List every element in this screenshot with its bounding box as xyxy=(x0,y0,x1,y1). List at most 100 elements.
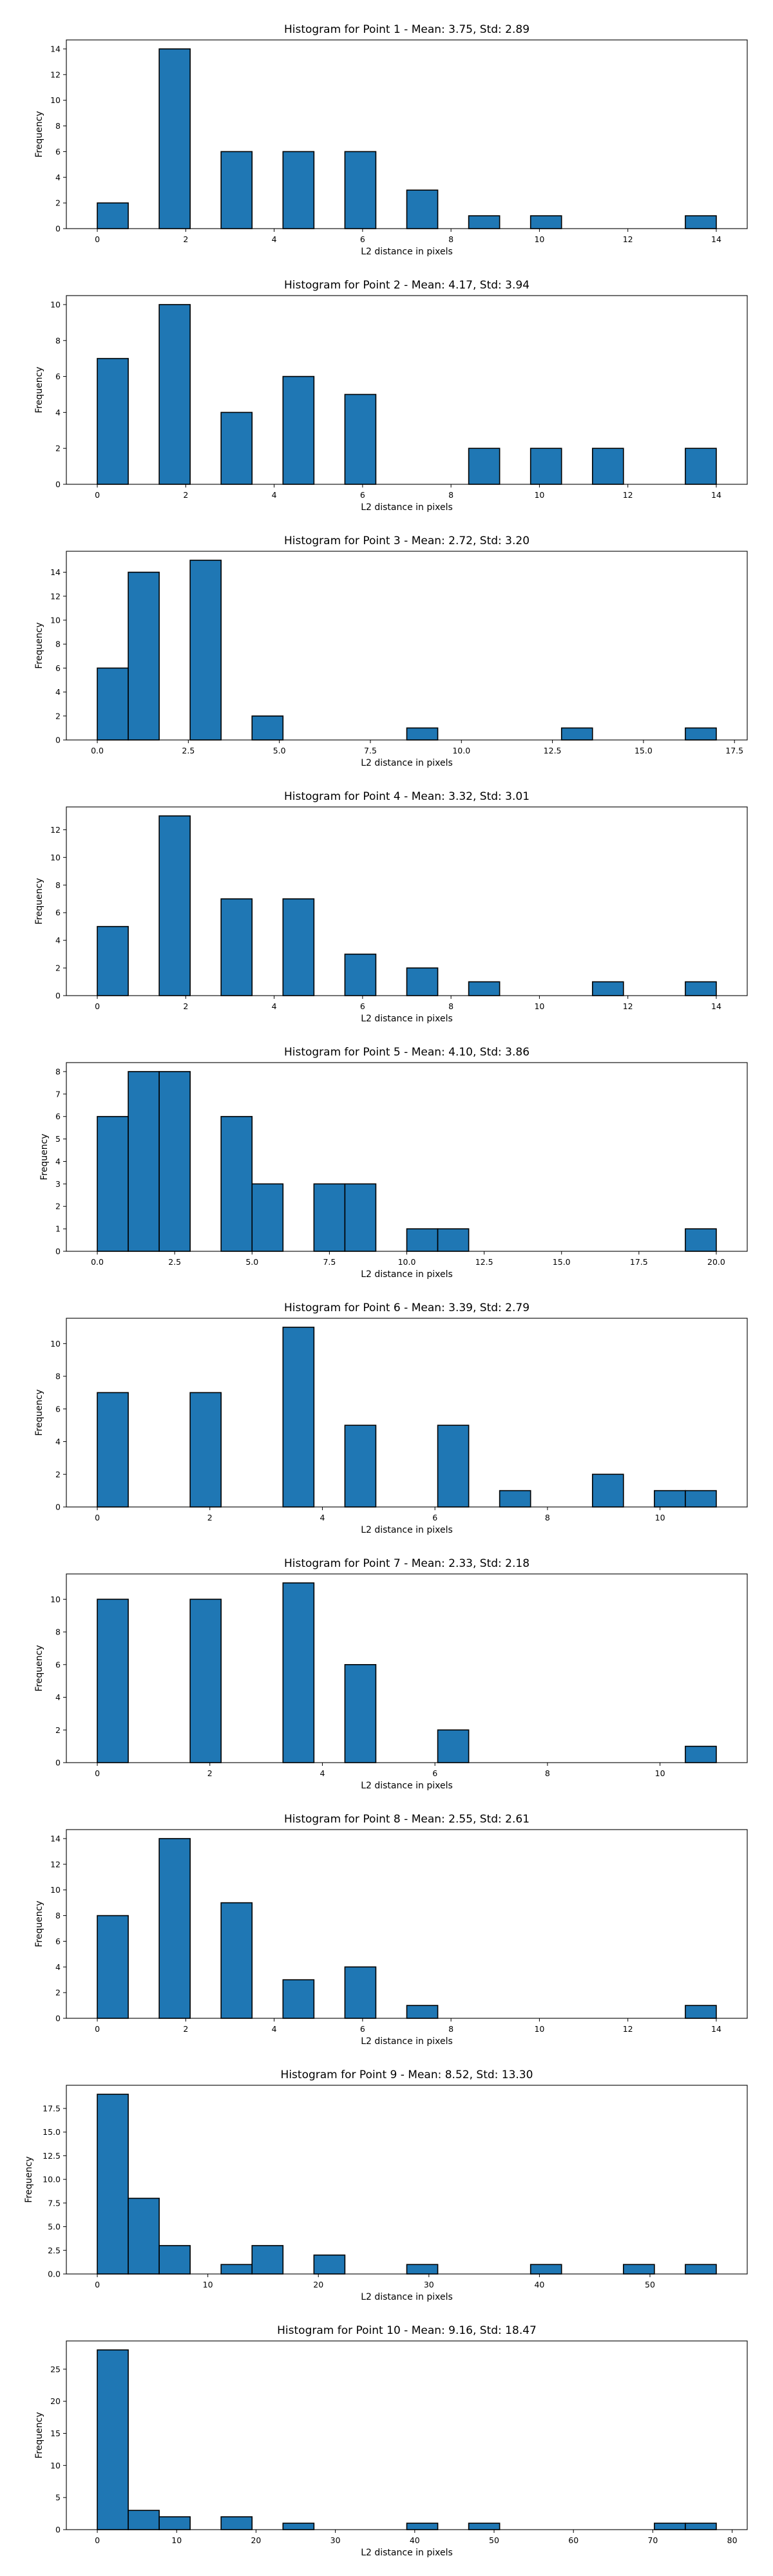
y-tick-label: 2 xyxy=(55,1725,61,1735)
histogram-bar xyxy=(220,2516,253,2530)
x-tick-label: 2 xyxy=(183,490,188,500)
x-tick-label: 10 xyxy=(534,1001,544,1011)
y-tick-label: 2 xyxy=(55,1988,61,1998)
histogram-bar xyxy=(468,2523,501,2530)
y-tick-label: 12 xyxy=(50,70,61,79)
x-tick-label: 12.5 xyxy=(475,1257,493,1267)
x-tick-label: 12 xyxy=(623,1001,633,1011)
x-tick-label: 5.0 xyxy=(245,1257,258,1267)
histogram-bar xyxy=(97,1392,129,1508)
x-tick-label: 12 xyxy=(623,234,633,244)
x-axis-label: L2 distance in pixels xyxy=(361,502,453,513)
y-tick-label: 2 xyxy=(55,198,61,208)
histogram-bar xyxy=(406,1228,439,1252)
y-axis-label: Frequency xyxy=(34,1900,44,1947)
y-tick-label: 14 xyxy=(50,567,61,577)
y-axis-label: Frequency xyxy=(39,1133,50,1180)
histogram-bar xyxy=(220,2264,253,2275)
y-axis-label: Frequency xyxy=(34,366,44,413)
histogram-bar xyxy=(251,1183,284,1252)
x-tick-label: 12 xyxy=(623,2024,633,2034)
histogram-bar xyxy=(344,1966,377,2019)
histogram-bar xyxy=(591,1473,624,1508)
x-tick-label: 10 xyxy=(171,2535,182,2545)
y-tick-label: 8 xyxy=(55,880,61,890)
y-tick-label: 6 xyxy=(55,147,61,156)
histogram-subplot-8: Histogram for Point 8 - Mean: 2.55, Std:… xyxy=(34,1813,748,2047)
x-tick-label: 10 xyxy=(203,2280,213,2289)
y-tick-label: 10 xyxy=(50,2461,61,2470)
histogram-bar xyxy=(282,1979,315,2019)
histogram-bar xyxy=(591,981,624,996)
y-tick-label: 12.5 xyxy=(43,2151,61,2161)
y-tick-label: 3 xyxy=(55,1179,61,1189)
x-axis-label: L2 distance in pixels xyxy=(361,2292,453,2302)
y-tick-label: 0 xyxy=(55,735,61,745)
y-tick-label: 4 xyxy=(55,1437,61,1446)
x-tick-label: 80 xyxy=(727,2535,738,2545)
x-tick-label: 0 xyxy=(95,2535,100,2545)
y-tick-label: 0 xyxy=(55,2014,61,2023)
x-tick-label: 8 xyxy=(448,2024,453,2034)
y-tick-label: 10 xyxy=(50,1595,61,1604)
histogram-bar xyxy=(313,2254,346,2275)
histogram-bar xyxy=(468,981,501,996)
x-tick-label: 14 xyxy=(711,1001,721,1011)
x-tick-label: 14 xyxy=(711,2024,721,2034)
y-tick-label: 8 xyxy=(55,1372,61,1381)
x-tick-label: 8 xyxy=(545,1768,550,1778)
histogram-bar xyxy=(128,1071,160,1252)
y-tick-label: 14 xyxy=(50,1833,61,1843)
y-tick-label: 10 xyxy=(50,615,61,625)
histogram-bar xyxy=(406,2523,439,2530)
x-axis-label: L2 distance in pixels xyxy=(361,2036,453,2047)
histogram-bar xyxy=(128,571,160,741)
x-tick-label: 6 xyxy=(432,1513,437,1522)
x-tick-label: 7.5 xyxy=(364,746,377,755)
histogram-bar xyxy=(97,2349,129,2530)
x-tick-label: 15.0 xyxy=(635,746,653,755)
x-tick-label: 10.0 xyxy=(398,1257,416,1267)
histogram-subplot-9: Histogram for Point 9 - Mean: 8.52, Std:… xyxy=(24,2069,748,2302)
x-axis-label: L2 distance in pixels xyxy=(361,2548,453,2558)
x-tick-label: 30 xyxy=(330,2535,341,2545)
histogram-bar xyxy=(406,2264,439,2275)
y-tick-label: 4 xyxy=(55,1962,61,1972)
x-tick-label: 4 xyxy=(272,1001,277,1011)
y-tick-label: 15 xyxy=(50,2429,61,2438)
x-tick-label: 10 xyxy=(534,490,544,500)
axes-frame xyxy=(66,1573,748,1763)
histogram-subplot-6: Histogram for Point 6 - Mean: 3.39, Std:… xyxy=(34,1302,748,1535)
histogram-bar xyxy=(685,1228,717,1252)
x-tick-label: 5.0 xyxy=(273,746,286,755)
histogram-bar xyxy=(685,1745,717,1763)
x-tick-label: 30 xyxy=(424,2280,434,2289)
x-tick-label: 20 xyxy=(251,2535,261,2545)
x-tick-label: 60 xyxy=(568,2535,578,2545)
histogram-bar xyxy=(685,2264,717,2275)
histogram-bar xyxy=(282,1327,315,1508)
x-tick-label: 10 xyxy=(534,234,544,244)
axes-frame xyxy=(66,1318,748,1508)
y-tick-label: 10 xyxy=(50,853,61,862)
x-tick-label: 50 xyxy=(645,2280,655,2289)
y-tick-label: 8 xyxy=(55,1627,61,1637)
y-tick-label: 12 xyxy=(50,591,61,601)
chart-title: Histogram for Point 6 - Mean: 3.39, Std:… xyxy=(284,1302,530,1314)
histogram-bar xyxy=(437,1228,470,1252)
x-tick-label: 4 xyxy=(272,2024,277,2034)
axes-frame xyxy=(66,295,748,485)
histogram-bar xyxy=(97,1115,129,1252)
histogram-bar xyxy=(313,1183,346,1252)
histogram-subplot-1: Histogram for Point 1 - Mean: 3.75, Std:… xyxy=(34,23,748,257)
y-tick-label: 25 xyxy=(50,2364,61,2374)
histogram-bar xyxy=(158,815,191,996)
x-tick-label: 12 xyxy=(623,490,633,500)
histogram-bar xyxy=(97,667,129,741)
chart-title: Histogram for Point 2 - Mean: 4.17, Std:… xyxy=(284,279,530,292)
histogram-bar xyxy=(344,1183,377,1252)
histogram-bar xyxy=(437,1425,470,1508)
histogram-bar xyxy=(344,1663,377,1763)
histogram-bar xyxy=(685,2005,717,2019)
histogram-bar xyxy=(468,448,501,485)
